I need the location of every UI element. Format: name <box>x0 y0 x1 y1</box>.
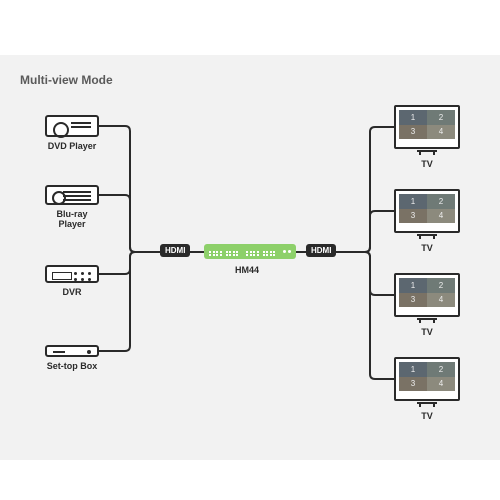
tv-screen: 1 2 3 4 <box>399 110 455 139</box>
quad-2: 2 <box>427 278 455 293</box>
diagram-title: Multi-view Mode <box>20 73 113 87</box>
tv-icon: 1 2 3 4 <box>394 357 460 401</box>
dvd-icon <box>45 115 99 137</box>
diagram-canvas: Multi-view Mode DVD Player Blu-ray Playe… <box>0 55 500 460</box>
quad-3: 3 <box>399 377 427 392</box>
tv-icon: 1 2 3 4 <box>394 273 460 317</box>
stb-icon <box>45 345 99 357</box>
hdmi-tag-in: HDMI <box>160 244 190 257</box>
tv-2: 1 2 3 4 TV <box>394 273 460 337</box>
source-dvr: DVR <box>45 265 99 297</box>
quad-4: 4 <box>427 293 455 308</box>
tv-screen: 1 2 3 4 <box>399 278 455 307</box>
tv-label: TV <box>394 411 460 421</box>
source-dvd: DVD Player <box>45 115 99 151</box>
tv-icon: 1 2 3 4 <box>394 105 460 149</box>
quad-4: 4 <box>427 377 455 392</box>
quad-2: 2 <box>427 110 455 125</box>
quad-3: 3 <box>399 209 427 224</box>
switch-label: HM44 <box>235 265 259 275</box>
stb-label: Set-top Box <box>45 361 99 371</box>
quad-4: 4 <box>427 209 455 224</box>
dvd-label: DVD Player <box>45 141 99 151</box>
tv-label: TV <box>394 159 460 169</box>
tv-screen: 1 2 3 4 <box>399 362 455 391</box>
dvr-label: DVR <box>45 287 99 297</box>
quad-2: 2 <box>427 194 455 209</box>
tv-label: TV <box>394 243 460 253</box>
tv-icon: 1 2 3 4 <box>394 189 460 233</box>
quad-2: 2 <box>427 362 455 377</box>
quad-1: 1 <box>399 110 427 125</box>
tv-0: 1 2 3 4 TV <box>394 105 460 169</box>
quad-1: 1 <box>399 194 427 209</box>
dvr-icon <box>45 265 99 283</box>
bluray-icon <box>45 185 99 205</box>
tv-1: 1 2 3 4 TV <box>394 189 460 253</box>
quad-3: 3 <box>399 293 427 308</box>
tv-screen: 1 2 3 4 <box>399 194 455 223</box>
source-bluray: Blu-ray Player <box>45 185 99 229</box>
quad-1: 1 <box>399 362 427 377</box>
tv-3: 1 2 3 4 TV <box>394 357 460 421</box>
bluray-label: Blu-ray Player <box>45 209 99 229</box>
hdmi-tag-out: HDMI <box>306 244 336 257</box>
quad-3: 3 <box>399 125 427 140</box>
tv-label: TV <box>394 327 460 337</box>
switch-device <box>204 244 296 259</box>
quad-1: 1 <box>399 278 427 293</box>
quad-4: 4 <box>427 125 455 140</box>
source-stb: Set-top Box <box>45 345 99 371</box>
